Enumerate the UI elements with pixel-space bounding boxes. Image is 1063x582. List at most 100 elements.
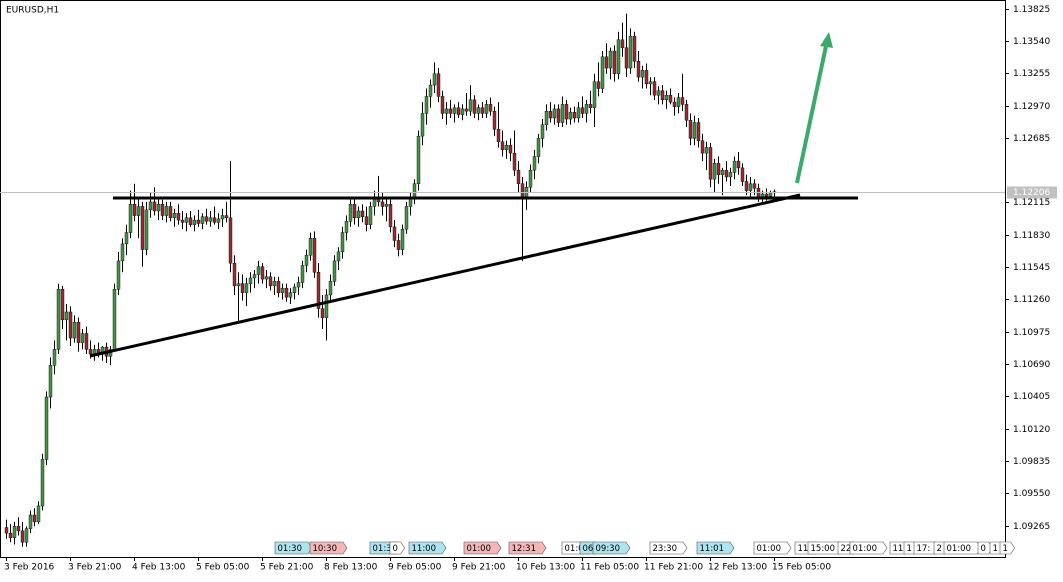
event-label: 01:3: [373, 544, 392, 554]
candle-body: [432, 73, 437, 86]
candle-body: [240, 283, 245, 293]
candle-body: [532, 156, 537, 171]
y-tick-label: 1.10975: [1013, 328, 1050, 338]
candle-body: [700, 140, 705, 154]
candle-body: [748, 183, 753, 191]
candle-body: [316, 272, 321, 309]
candle-body: [644, 70, 649, 85]
candle-body: [124, 232, 129, 245]
candle-body: [396, 240, 401, 250]
candle-body: [120, 243, 125, 262]
event-flag: [696, 541, 735, 555]
candle-body: [548, 110, 553, 119]
candle-body: [656, 90, 661, 96]
candle-body: [428, 84, 433, 97]
candle-body: [292, 286, 297, 293]
candle-body: [296, 282, 301, 288]
candle-body: [368, 206, 373, 225]
candle-body: [60, 289, 65, 321]
candle-body: [268, 276, 273, 287]
candle-body: [4, 527, 9, 534]
x-tick-label: 9 Feb 05:00: [388, 563, 442, 573]
candle-body: [380, 201, 385, 207]
candle-body: [580, 107, 585, 114]
candle-body: [256, 266, 261, 275]
candle-body: [156, 203, 161, 212]
candle-body: [220, 215, 225, 220]
event-label: 0: [981, 544, 986, 554]
candle-body: [8, 532, 13, 538]
candle-body: [40, 459, 45, 507]
candle-body: [228, 217, 233, 264]
candle-body: [552, 108, 557, 119]
event-flag: [753, 541, 792, 555]
plot-frame: [0, 0, 1006, 558]
y-tick-label: 1.09835: [1013, 457, 1050, 467]
candle-body: [712, 163, 717, 180]
candle-body: [164, 206, 169, 216]
candle-body: [204, 216, 209, 222]
candle-body: [340, 232, 345, 253]
candle-body: [324, 294, 329, 318]
candle-body: [456, 107, 461, 115]
candle-body: [36, 505, 41, 523]
candle-body: [744, 181, 749, 191]
candle-body: [132, 203, 137, 216]
candle-body: [20, 530, 25, 543]
y-tick-label: 1.13540: [1013, 37, 1050, 47]
candle-body: [508, 145, 513, 154]
candle-body: [216, 218, 221, 223]
candle-body: [68, 311, 73, 339]
x-tick-label: 9 Feb 21:00: [452, 563, 506, 573]
candle-body: [152, 201, 157, 212]
candle-body: [464, 108, 469, 112]
candle-body: [416, 135, 421, 184]
candle-body: [160, 203, 165, 216]
candle-body: [148, 201, 153, 211]
event-label: 11:00: [412, 544, 437, 554]
event-flag: [649, 541, 688, 555]
candle-body: [528, 169, 533, 188]
candle-body: [128, 203, 133, 233]
candle-body: [632, 36, 637, 62]
x-tick-label: 3 Feb 2016: [4, 563, 55, 573]
candle-body: [496, 129, 501, 143]
candle-body: [652, 81, 657, 96]
candle-body: [676, 97, 681, 107]
candle-body: [620, 39, 625, 48]
candle-body: [280, 287, 285, 293]
candle-body: [596, 81, 601, 89]
candle-body: [200, 216, 205, 224]
candle-body: [272, 281, 277, 287]
current-price-label: 1.12206: [1013, 188, 1050, 198]
candle-body: [332, 260, 337, 282]
candle-body: [224, 215, 229, 219]
candle-body: [584, 104, 589, 114]
candle-body: [680, 97, 685, 105]
candle-body: [480, 107, 485, 114]
candle-body: [180, 219, 185, 223]
candle-body: [232, 262, 237, 287]
event-label: 06: [583, 544, 594, 554]
candle-body: [628, 36, 633, 69]
candle-body: [328, 281, 333, 296]
candle-body: [312, 238, 317, 273]
candle-body: [176, 213, 181, 221]
candle-body: [504, 145, 509, 150]
event-label: 0: [393, 544, 398, 554]
x-tick-label: 11 Feb 05:00: [580, 563, 639, 573]
event-label: 1: [907, 544, 912, 554]
x-tick-label: 5 Feb 21:00: [260, 563, 314, 573]
candle-body: [320, 308, 325, 318]
candle-body: [76, 321, 81, 343]
candle-body: [708, 147, 713, 180]
event-flag: [849, 541, 888, 555]
candle-body: [616, 39, 621, 74]
candle-body: [424, 96, 429, 114]
candle-body: [592, 81, 597, 108]
event-label: 01:00: [757, 544, 782, 554]
event-label: 15:00: [811, 544, 836, 554]
candle-body: [212, 217, 217, 223]
candle-body: [72, 321, 77, 339]
